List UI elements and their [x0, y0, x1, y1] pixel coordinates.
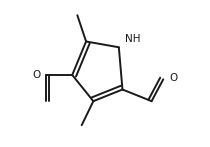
Text: O: O [33, 70, 41, 80]
Text: O: O [169, 73, 177, 83]
Text: NH: NH [125, 34, 141, 44]
